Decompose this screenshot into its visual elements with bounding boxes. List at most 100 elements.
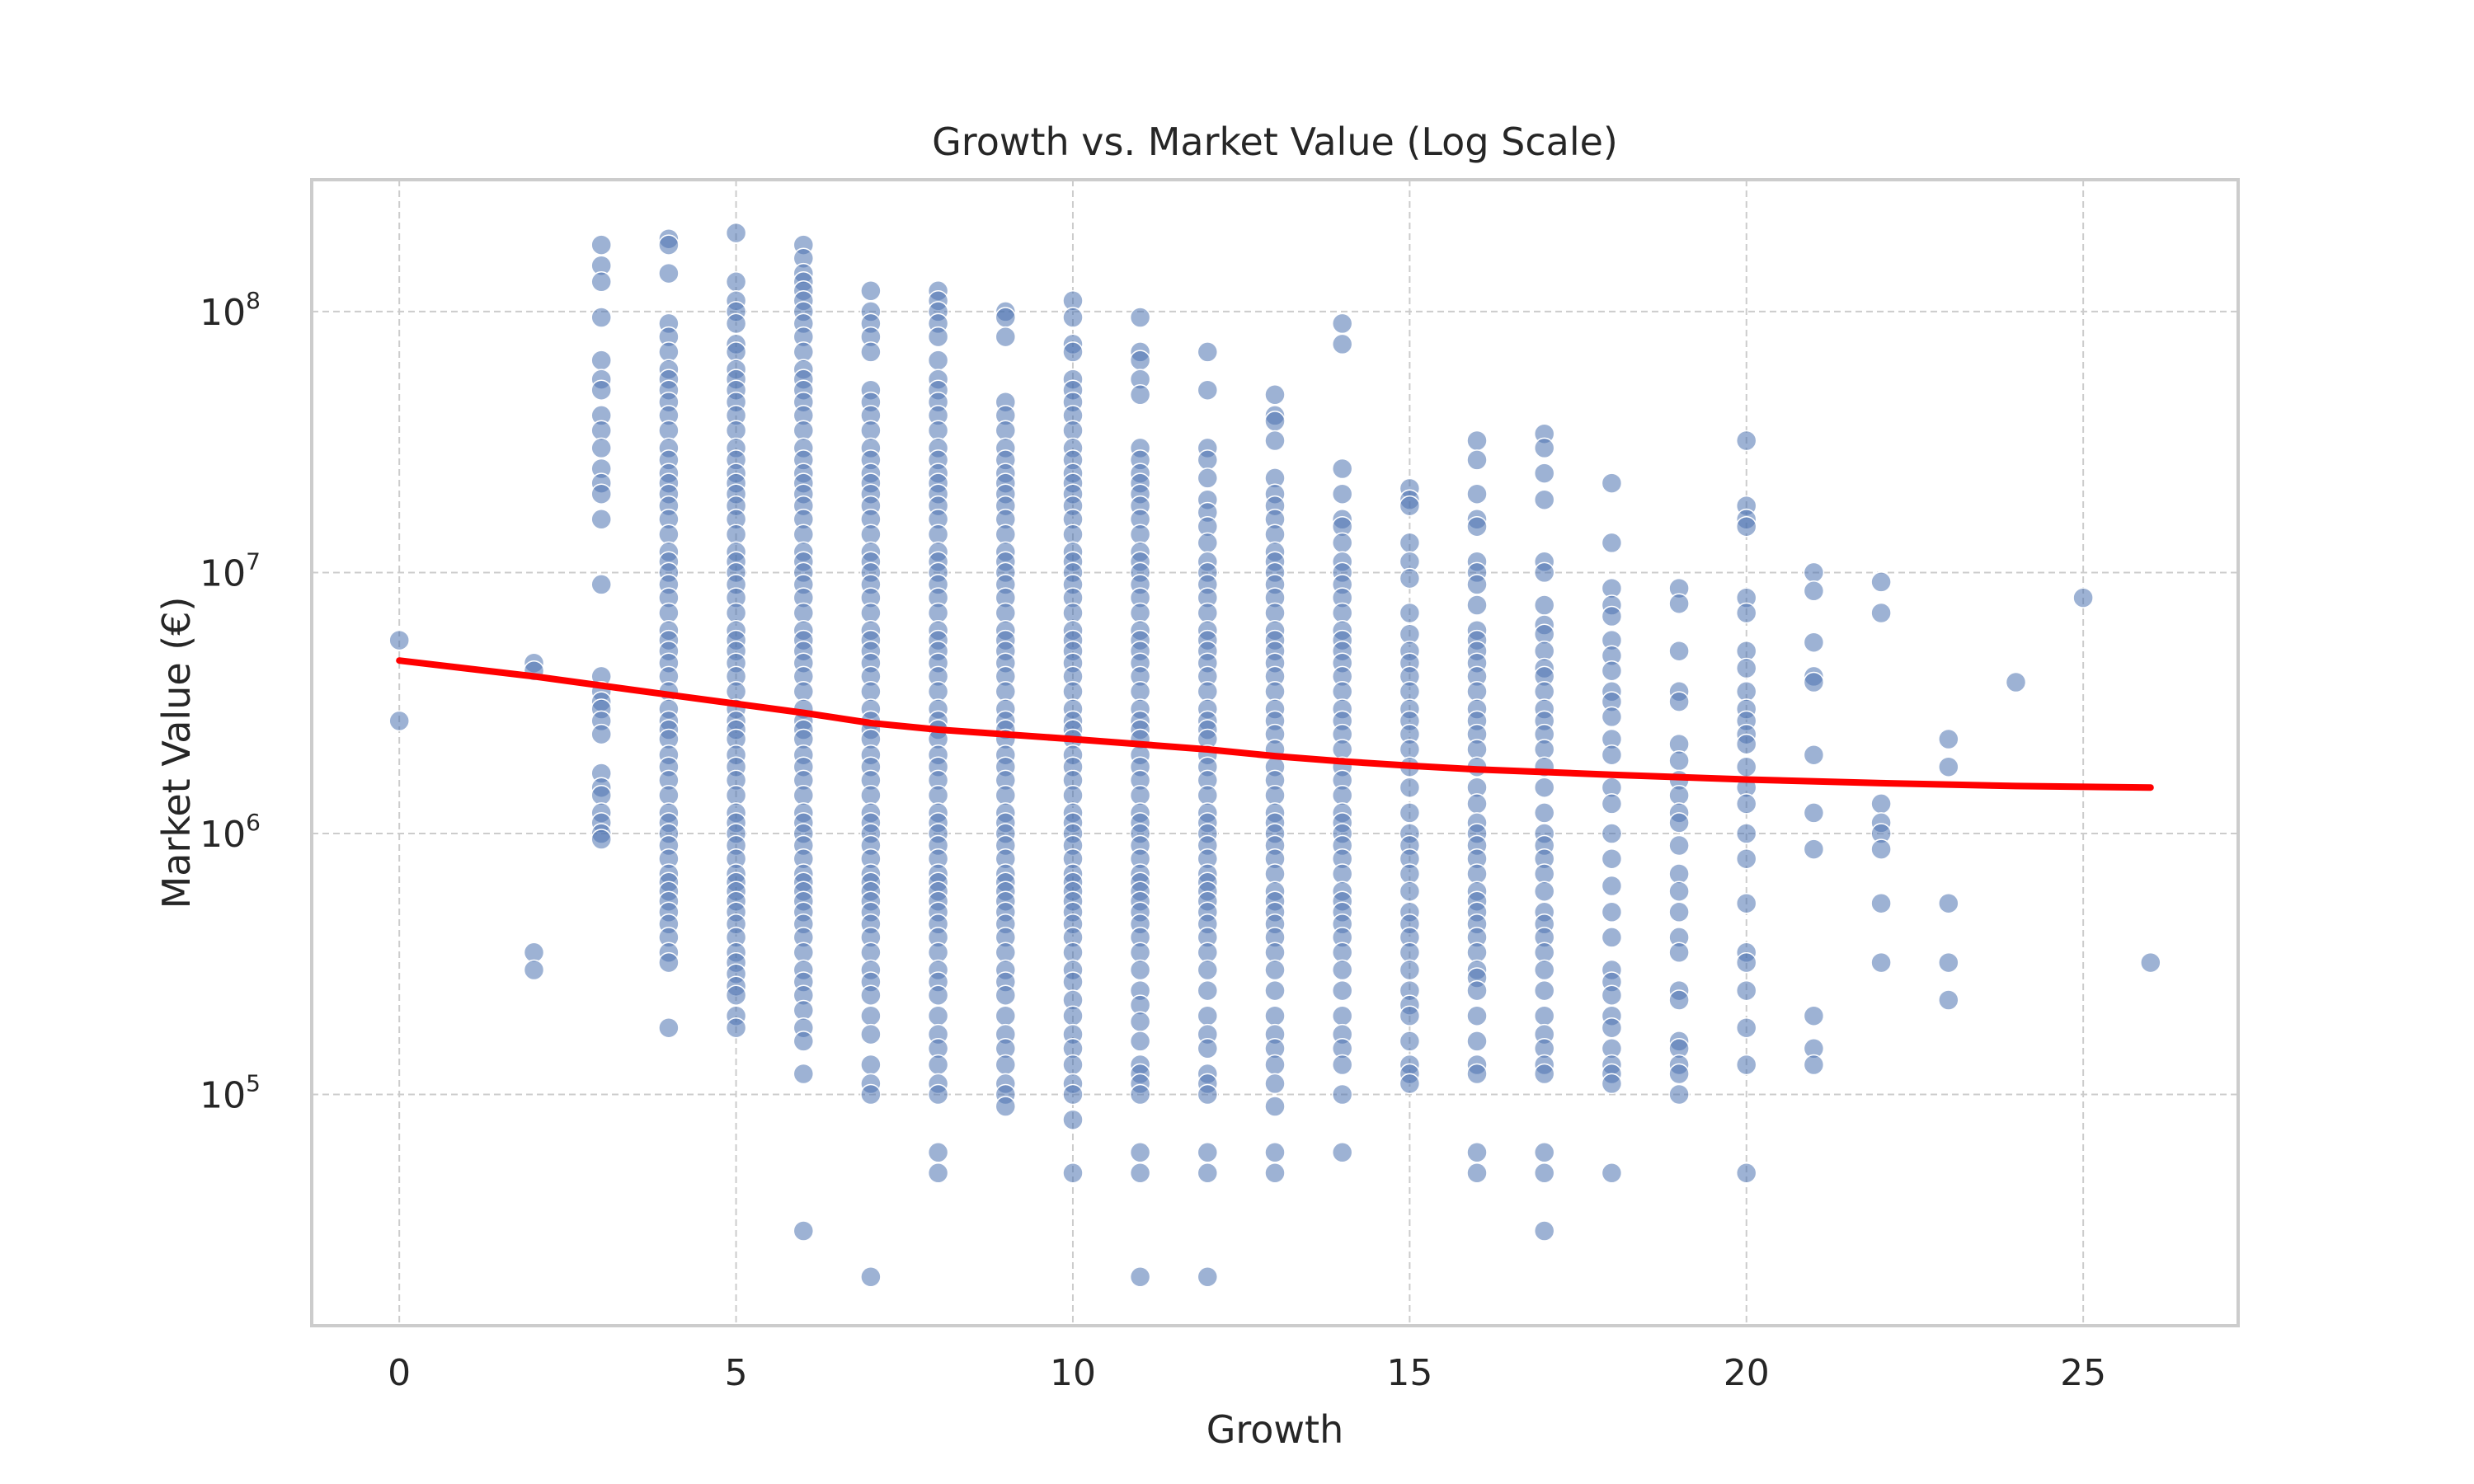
data-point	[995, 602, 1017, 624]
data-point	[1129, 1162, 1151, 1184]
data-point	[1197, 341, 1219, 363]
data-point	[725, 784, 747, 806]
data-point	[1803, 671, 1825, 693]
data-point	[995, 326, 1017, 348]
data-point	[1803, 802, 1825, 824]
data-point	[1668, 1063, 1690, 1085]
data-point	[793, 420, 815, 441]
data-point	[590, 437, 612, 459]
data-point	[1062, 942, 1084, 964]
data-point	[1735, 602, 1757, 624]
data-point	[927, 984, 949, 1006]
data-point	[1668, 989, 1690, 1011]
data-point	[1466, 515, 1488, 538]
data-point	[1533, 1220, 1555, 1242]
data-point	[793, 1063, 815, 1085]
data-point	[1197, 1038, 1219, 1059]
data-point	[590, 509, 612, 530]
data-point	[1533, 942, 1555, 964]
data-point	[1129, 1031, 1151, 1052]
data-point	[1197, 959, 1219, 981]
data-point	[1129, 307, 1151, 328]
x-tick-label: 0	[388, 1352, 411, 1394]
data-point	[1601, 793, 1623, 815]
data-point	[1062, 524, 1084, 545]
data-point	[1601, 901, 1623, 923]
data-point	[1601, 472, 1623, 494]
data-point	[927, 420, 949, 441]
data-point	[1533, 1142, 1555, 1163]
data-point	[1399, 1005, 1421, 1026]
data-point	[1331, 1142, 1353, 1163]
data-point	[860, 1054, 882, 1076]
data-point	[1197, 602, 1219, 624]
y-tick-exponent: 8	[246, 287, 261, 314]
data-point	[1264, 1073, 1286, 1095]
data-point	[927, 1083, 949, 1106]
data-point	[1062, 1005, 1084, 1026]
data-point	[927, 1162, 949, 1184]
data-point	[1264, 1054, 1286, 1076]
x-tick-label: 20	[1724, 1352, 1770, 1394]
data-point	[1533, 1063, 1555, 1085]
data-point	[590, 420, 612, 441]
data-point	[1129, 384, 1151, 406]
data-point	[1129, 784, 1151, 806]
data-point	[1466, 1142, 1488, 1163]
data-point	[1533, 777, 1555, 798]
x-tick-label: 10	[1050, 1352, 1096, 1394]
data-point	[995, 984, 1017, 1006]
data-point	[1735, 657, 1757, 679]
data-point	[1331, 739, 1353, 760]
data-point	[1668, 812, 1690, 834]
data-point	[927, 942, 949, 964]
data-point	[1938, 756, 1959, 777]
data-point	[1735, 823, 1757, 844]
y-tick-exponent: 5	[246, 1070, 261, 1097]
data-point	[927, 784, 949, 806]
data-point	[1062, 602, 1084, 624]
data-point	[1533, 959, 1555, 981]
data-point	[1803, 561, 1825, 584]
data-point	[1264, 942, 1286, 964]
data-point	[1938, 989, 1959, 1011]
data-point	[590, 379, 612, 401]
data-point	[927, 1142, 949, 1163]
data-point	[793, 1220, 815, 1242]
data-point	[1533, 561, 1555, 584]
data-point	[1466, 594, 1488, 616]
data-point	[725, 681, 747, 702]
data-point	[1264, 959, 1286, 981]
data-point	[1466, 449, 1488, 471]
data-point	[1803, 1054, 1825, 1076]
data-point	[1735, 515, 1757, 538]
data-point	[1264, 681, 1286, 702]
data-point	[1399, 777, 1421, 798]
data-point	[388, 710, 410, 732]
data-point	[1533, 594, 1555, 616]
data-point	[1870, 951, 1892, 974]
data-point	[1264, 1142, 1286, 1163]
data-point	[1735, 979, 1757, 1002]
data-point	[1331, 602, 1353, 624]
data-point	[725, 271, 747, 293]
data-point	[1331, 1083, 1353, 1106]
data-point	[1533, 1162, 1555, 1184]
data-point	[1331, 532, 1353, 554]
data-point	[1803, 838, 1825, 860]
data-point	[658, 602, 680, 624]
plot-frame	[310, 178, 2240, 1327]
data-point	[1062, 420, 1084, 441]
data-point	[1062, 1054, 1084, 1076]
data-point	[1803, 580, 1825, 602]
data-point	[1938, 951, 1959, 974]
data-point	[793, 341, 815, 363]
data-point	[590, 574, 612, 595]
data-point	[1399, 1031, 1421, 1052]
data-point	[1668, 863, 1690, 885]
data-point	[1601, 660, 1623, 682]
data-point	[1331, 1005, 1353, 1026]
data-point	[1264, 411, 1286, 432]
data-point	[860, 984, 882, 1006]
data-point	[1466, 483, 1488, 505]
